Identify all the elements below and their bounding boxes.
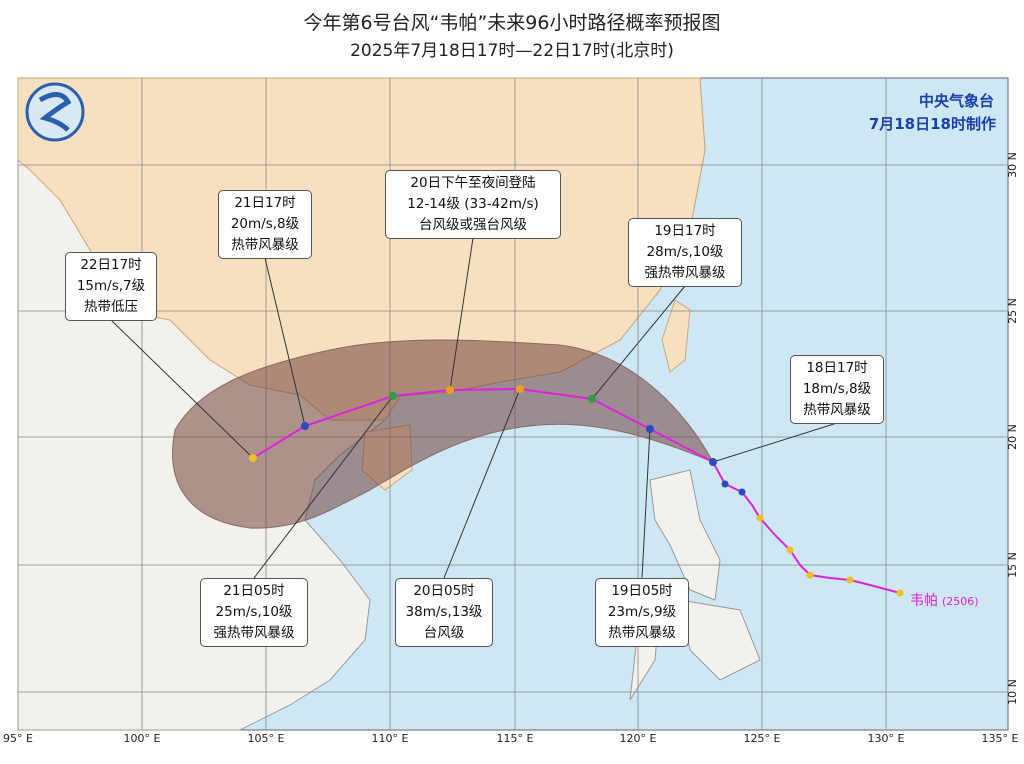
callout: 22日17时 15m/s,7级 热带低压 xyxy=(65,252,157,321)
callout: 20日下午至夜间登陆 12-14级 (33-42m/s) 台风级或强台风级 xyxy=(385,170,561,239)
leader-lines xyxy=(110,237,838,579)
logo xyxy=(25,82,85,142)
lon-label: 95° E xyxy=(3,732,33,745)
callout-line: 19日17时 xyxy=(654,223,716,239)
callout-line: 23m/s,9级 xyxy=(607,604,677,620)
lat-label: 25 N xyxy=(1006,298,1019,324)
callout-line: 20m/s,8级 xyxy=(230,216,300,232)
lat-label: 10 N xyxy=(1006,679,1019,705)
callout-line: 强热带风暴级 xyxy=(644,265,726,281)
lon-label: 110° E xyxy=(372,732,409,745)
callout: 18日17时 18m/s,8级 热带风暴级 xyxy=(790,355,884,424)
callout-line: 38m/s,13级 xyxy=(405,604,483,620)
callout-line: 台风级或强台风级 xyxy=(419,217,527,233)
leader-line xyxy=(449,237,474,391)
callout-line: 20日下午至夜间登陆 xyxy=(410,175,536,191)
typhoon-code: (2506) xyxy=(942,595,979,608)
callout-line: 热带风暴级 xyxy=(803,402,871,418)
typhoon-name: 韦帕 xyxy=(910,593,938,609)
callout-line: 热带风暴级 xyxy=(231,237,299,253)
callout-line: 22日17时 xyxy=(80,257,142,273)
lon-label: 120° E xyxy=(620,732,657,745)
agency-made: 7月18日18时制作 xyxy=(868,115,996,133)
callout-line: 台风级 xyxy=(423,625,465,641)
callout-line: 18日17时 xyxy=(806,360,868,376)
probability-cone xyxy=(172,339,715,529)
leader-line xyxy=(712,422,838,463)
callout-line: 热带风暴级 xyxy=(608,625,676,641)
lat-label: 15 N xyxy=(1006,552,1019,578)
agency-name: 中央气象台 xyxy=(918,92,994,110)
lon-label: 135° E xyxy=(982,732,1019,745)
callout-line: 25m/s,10级 xyxy=(215,604,293,620)
callout-line: 28m/s,10级 xyxy=(646,244,724,260)
typhoon-label: 韦帕 (2506) xyxy=(910,590,979,610)
callout-line: 21日17时 xyxy=(234,195,296,211)
callout-line: 强热带风暴级 xyxy=(213,625,295,641)
callout-line: 20日05时 xyxy=(413,583,475,599)
subtitle: 2025年7月18日17时—22日17时(北京时) xyxy=(350,41,674,61)
callout: 20日05时 38m/s,13级 台风级 xyxy=(395,578,493,647)
forecast-track xyxy=(252,387,714,463)
callout: 19日05时 23m/s,9级 热带风暴级 xyxy=(595,578,689,647)
lon-label: 100° E xyxy=(124,732,161,745)
track-points xyxy=(249,385,904,597)
callout: 19日17时 28m/s,10级 强热带风暴级 xyxy=(628,218,742,287)
taiwan xyxy=(661,299,691,373)
leader-line xyxy=(443,388,521,579)
leader-line xyxy=(110,319,254,459)
callout-line: 15m/s,7级 xyxy=(76,278,146,294)
lon-label: 105° E xyxy=(248,732,285,745)
leader-line xyxy=(641,428,651,579)
callout: 21日05时 25m/s,10级 强热带风暴级 xyxy=(200,578,308,647)
lon-label: 125° E xyxy=(744,732,781,745)
callout-line: 热带低压 xyxy=(84,299,138,315)
leader-line xyxy=(264,257,306,427)
callout-line: 12-14级 (33-42m/s) xyxy=(407,196,539,212)
lon-label: 115° E xyxy=(497,732,534,745)
lon-label: 130° E xyxy=(868,732,905,745)
callout-line: 18m/s,8级 xyxy=(802,381,872,397)
leader-line xyxy=(253,395,394,579)
title: 今年第6号台风“韦帕”未来96小时路径概率预报图 xyxy=(303,12,721,34)
lat-label: 20 N xyxy=(1006,424,1019,450)
callout-line: 19日05时 xyxy=(611,583,673,599)
callout: 21日17时 20m/s,8级 热带风暴级 xyxy=(218,190,312,259)
leader-line xyxy=(591,285,686,400)
lat-label: 30 N xyxy=(1006,152,1019,178)
callout-line: 21日05时 xyxy=(223,583,285,599)
